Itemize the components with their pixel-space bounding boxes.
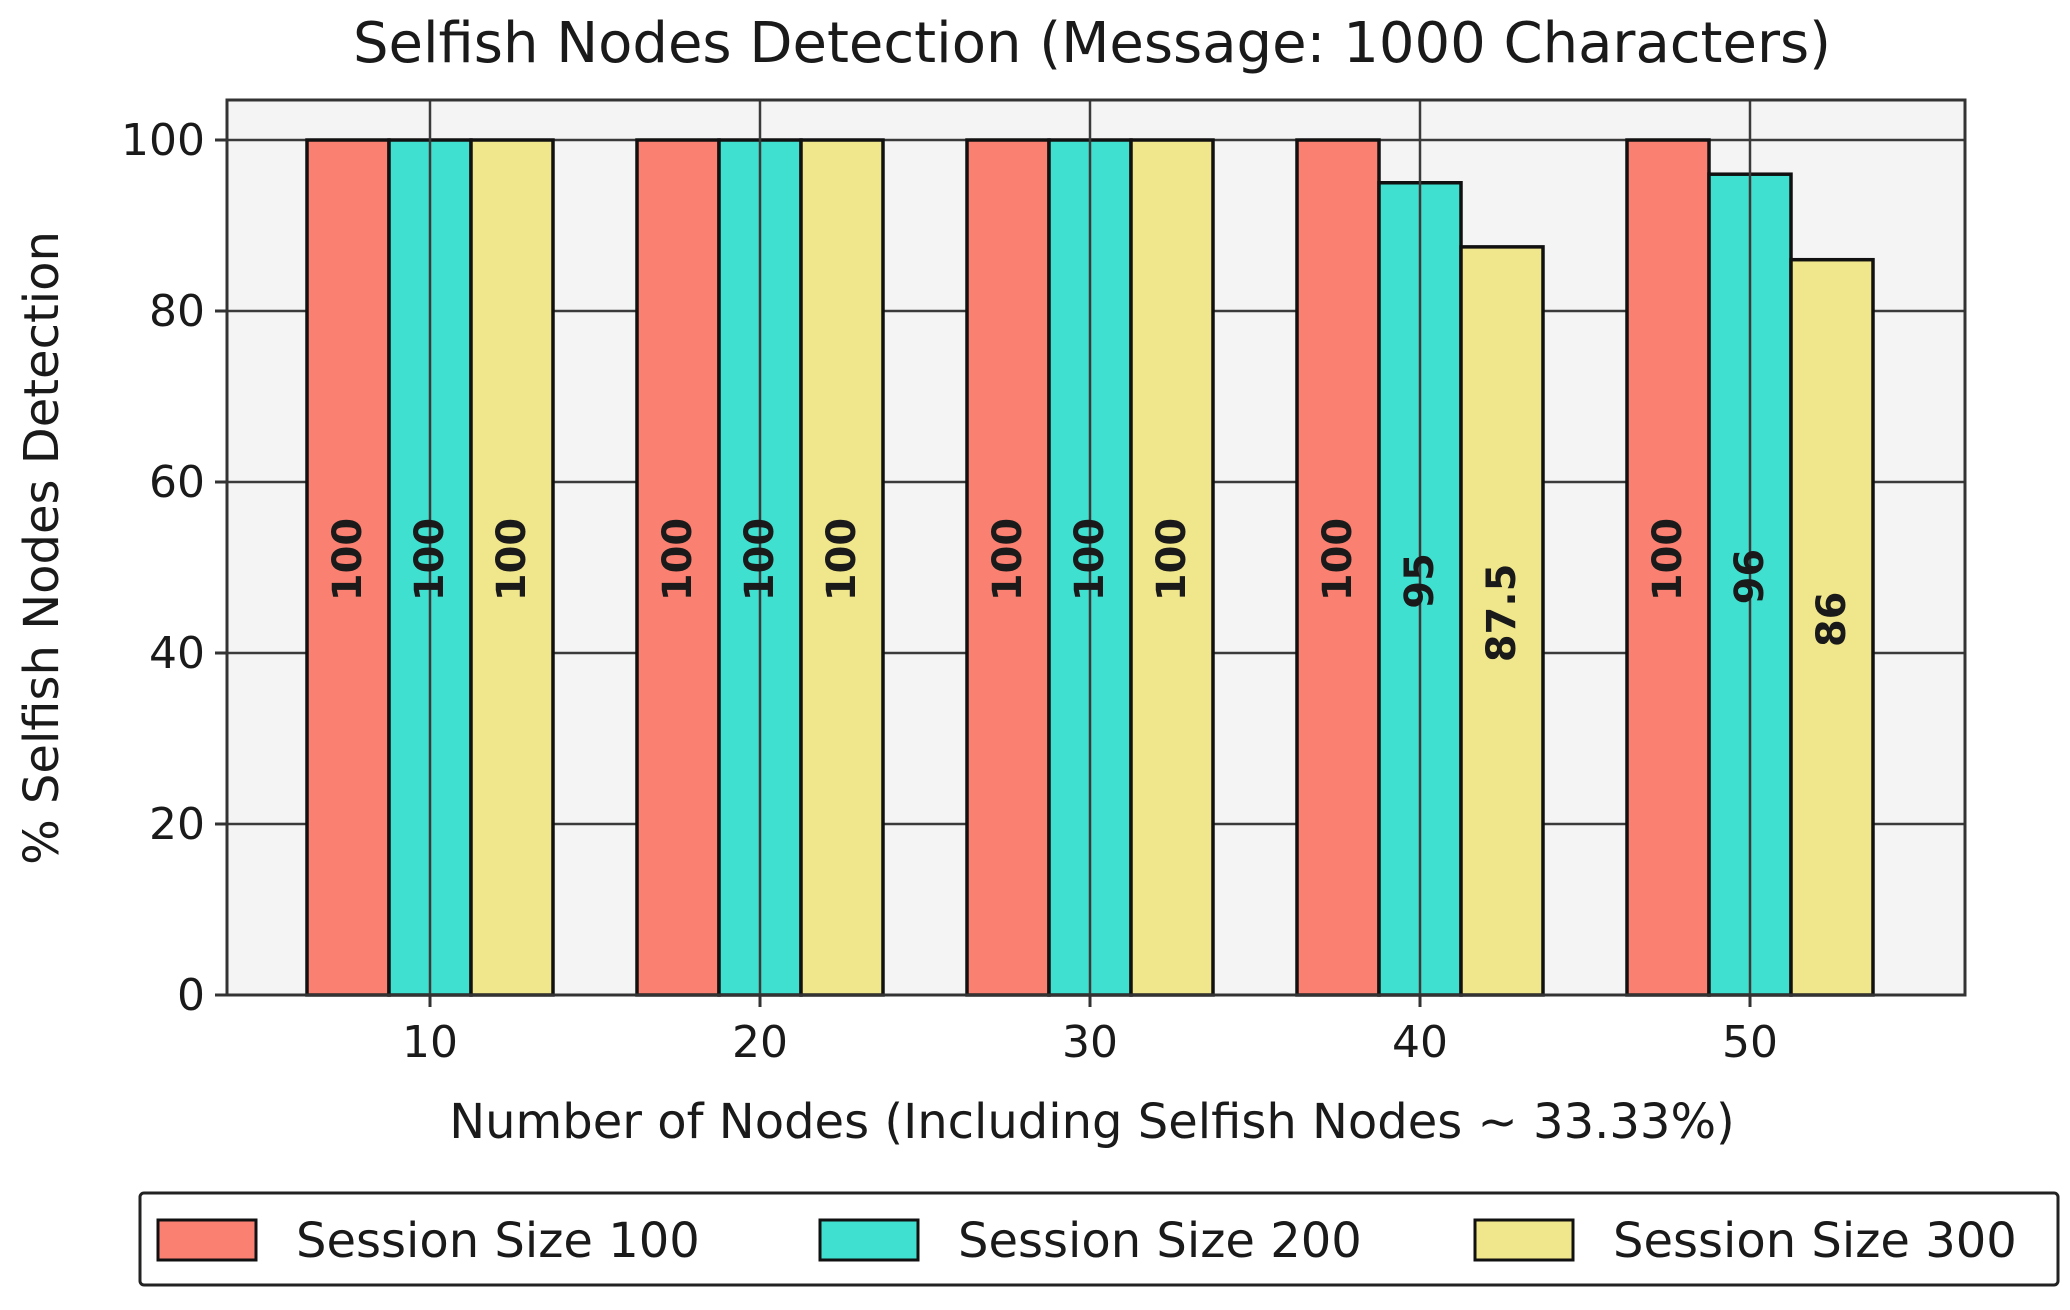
legend-box (138, 1191, 2060, 1287)
legend: Session Size 100 Session Size 200 Session … (138, 1191, 2060, 1287)
x-tick-label: 10 (402, 1017, 458, 1068)
y-tick-label: 0 (177, 970, 205, 1021)
chart-title: Selfish Nodes Detection (Message: 1000 C… (353, 11, 1831, 76)
legend-label: Session Size 200 (958, 1213, 1362, 1269)
x-axis-label: Number of Nodes (Including Selfish Nodes… (449, 1094, 1735, 1150)
bar-value-label: 86 (1809, 592, 1855, 648)
bar-value-label: 100 (1067, 518, 1113, 602)
bar-value-label: 100 (1645, 518, 1691, 602)
bar (1129, 138, 1215, 997)
x-tick-label: 40 (1392, 1017, 1448, 1068)
legend-label: Session Size 300 (1613, 1213, 2017, 1269)
bar-value-label: 100 (737, 518, 783, 602)
bar (799, 138, 885, 997)
x-grid-lines (428, 100, 1752, 995)
y-tick-label: 60 (149, 457, 205, 508)
y-axis-label: % Selfish Nodes Detection (14, 231, 70, 865)
bar-value-label: 100 (407, 518, 453, 602)
plot-frame (225, 98, 1967, 997)
y-tick-label: 40 (149, 628, 205, 679)
bar-value-labels: 100 100 100 100 100 100 100 100 95 96 100 100 100 87.… (325, 518, 1855, 663)
bar (1459, 245, 1545, 997)
bar-value-label: 100 (1149, 518, 1195, 602)
bar-value-label: 100 (819, 518, 865, 602)
legend-swatch (156, 1218, 258, 1262)
y-axis-ticks: 0 20 40 60 80 100 (121, 115, 227, 1021)
legend-swatch (1473, 1218, 1575, 1262)
bar-value-label: 100 (985, 518, 1031, 602)
bar-value-label: 100 (325, 518, 371, 602)
y-tick-label: 80 (149, 286, 205, 337)
y-tick-label: 100 (121, 115, 205, 166)
legend-swatch (818, 1218, 920, 1262)
bar (1789, 257, 1875, 997)
bar-value-label: 96 (1727, 549, 1773, 605)
bar-value-label: 100 (655, 518, 701, 602)
y-tick-label: 20 (149, 799, 205, 850)
bar-value-label: 87.5 (1479, 564, 1525, 663)
x-axis-ticks: 10 20 30 40 50 (402, 995, 1778, 1068)
bar-value-label: 100 (1315, 518, 1361, 602)
x-tick-label: 20 (732, 1017, 788, 1068)
x-tick-label: 30 (1062, 1017, 1118, 1068)
legend-label: Session Size 100 (296, 1213, 700, 1269)
bar (469, 138, 555, 997)
bar-value-label: 95 (1397, 553, 1443, 609)
x-tick-label: 50 (1722, 1017, 1778, 1068)
bar-value-label: 100 (489, 518, 535, 602)
